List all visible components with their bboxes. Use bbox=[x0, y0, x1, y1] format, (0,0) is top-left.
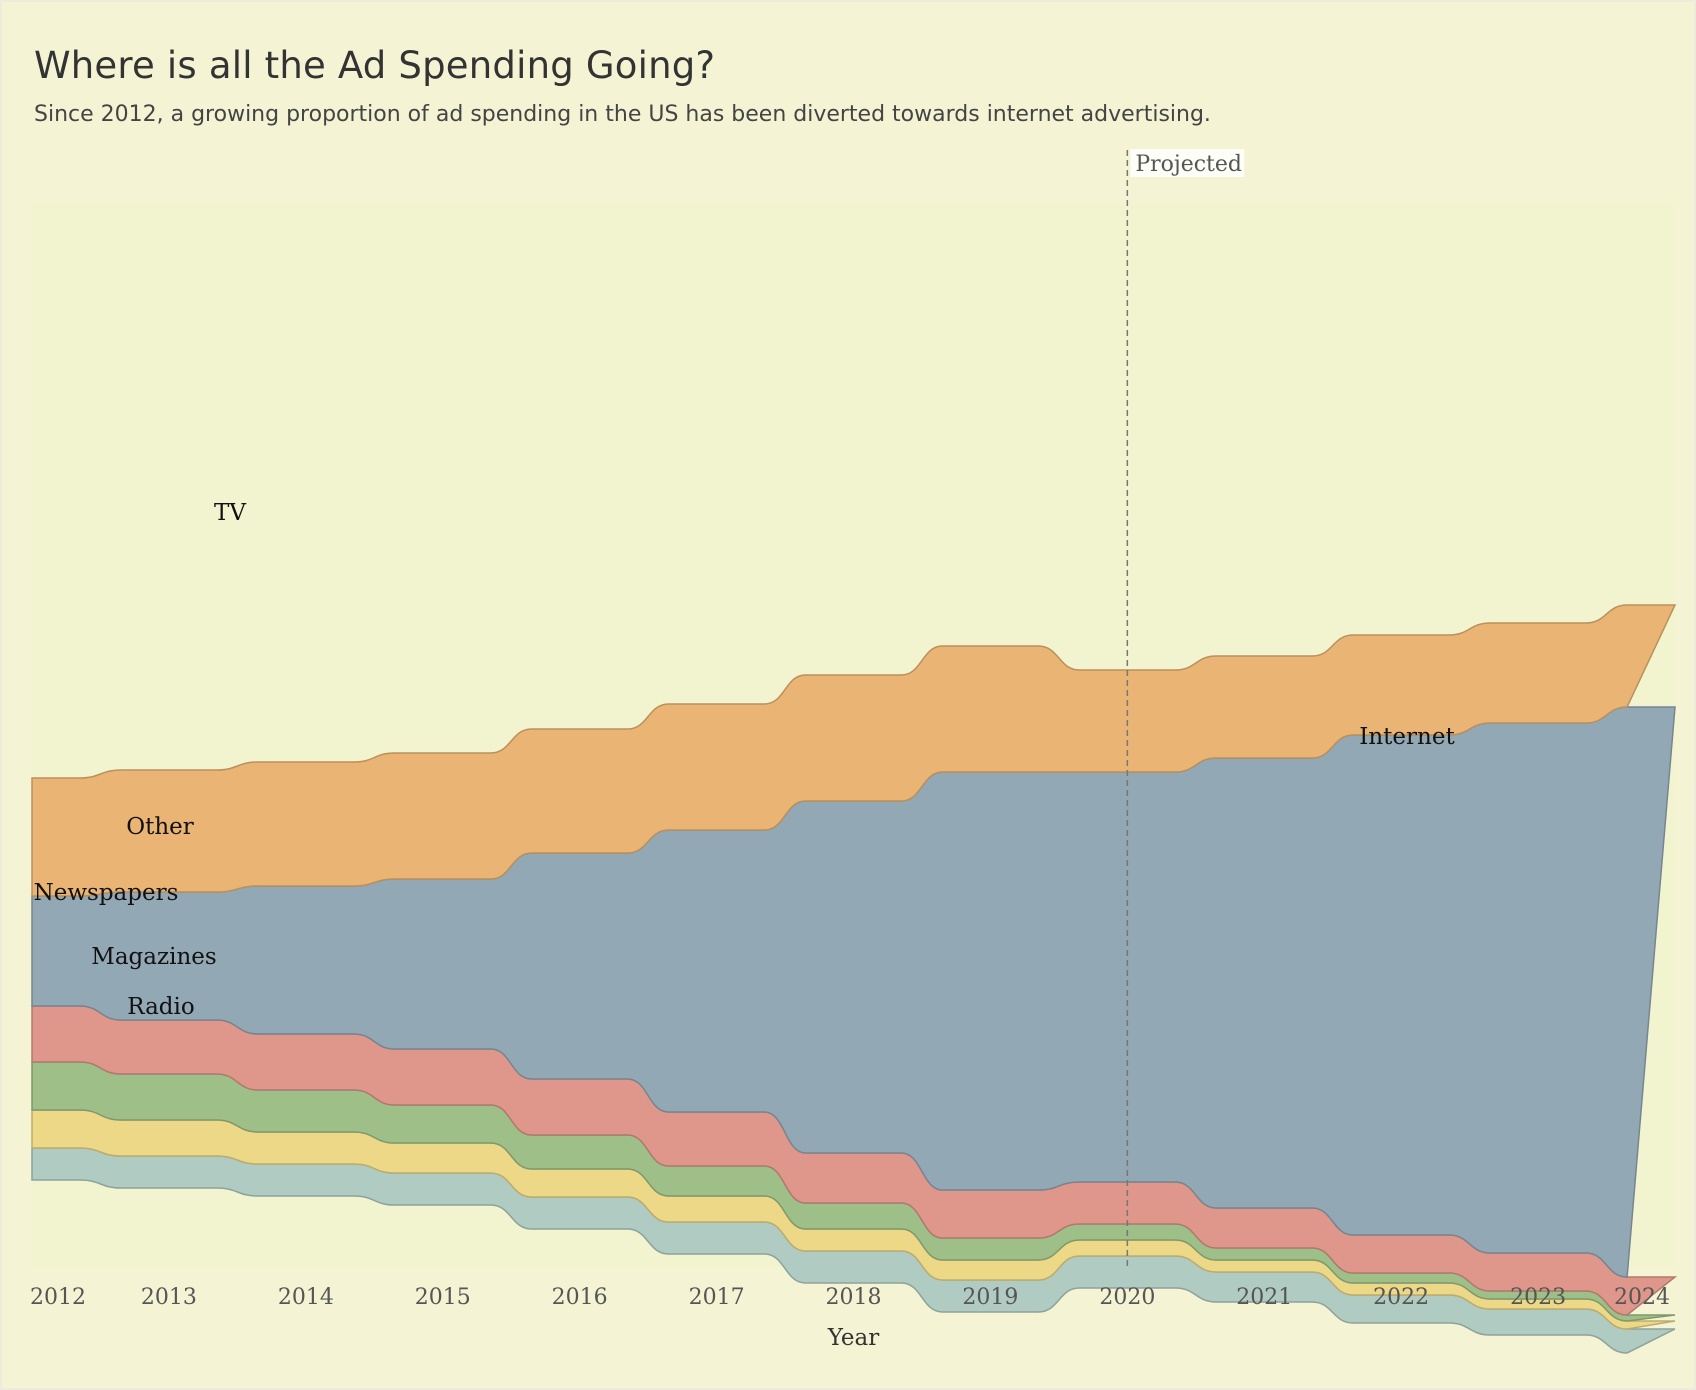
x-tick-label: 2015 bbox=[415, 1285, 471, 1310]
series-layers bbox=[31, 604, 1678, 1354]
x-tick-label: 2016 bbox=[552, 1285, 608, 1310]
projected-label: Projected bbox=[1135, 152, 1242, 177]
x-tick-label: 2012 bbox=[30, 1285, 86, 1310]
x-tick-label: 2018 bbox=[826, 1285, 882, 1310]
annotation-layer: Projected bbox=[1126, 149, 1245, 1267]
area-tv bbox=[31, 604, 1677, 897]
series-label-internet: Internet bbox=[1359, 724, 1455, 750]
series-labels: Radio Magazines Newspapers Other Internet TV bbox=[34, 500, 1456, 1020]
series-label-newspapers: Newspapers bbox=[34, 880, 179, 906]
x-tick-label: 2014 bbox=[278, 1285, 334, 1310]
x-axis-label: Year bbox=[827, 1325, 880, 1351]
x-tick-label: 2024 bbox=[1614, 1285, 1670, 1310]
x-tick-label: 2021 bbox=[1236, 1285, 1292, 1310]
series-label-tv: TV bbox=[214, 500, 246, 526]
x-tick-label: 2019 bbox=[962, 1285, 1018, 1310]
x-tick-label: 2020 bbox=[1099, 1285, 1155, 1310]
projected-label-background bbox=[1130, 149, 1245, 177]
x-axis-ticks: 2012 2013 2014 2015 2016 2017 2018 2019 2020 2021… bbox=[30, 1285, 1670, 1310]
chart-title: Where is all the Ad Spending Going? bbox=[34, 44, 716, 87]
series-label-magazines: Magazines bbox=[91, 944, 216, 970]
series-label-radio: Radio bbox=[127, 994, 194, 1020]
x-tick-label: 2017 bbox=[689, 1285, 745, 1310]
x-tick-label: 2013 bbox=[141, 1285, 197, 1310]
x-tick-label: 2023 bbox=[1510, 1285, 1566, 1310]
x-tick-label: 2022 bbox=[1373, 1285, 1429, 1310]
series-label-other: Other bbox=[126, 814, 194, 840]
chart-subtitle: Since 2012, a growing proportion of ad s… bbox=[34, 102, 1211, 127]
